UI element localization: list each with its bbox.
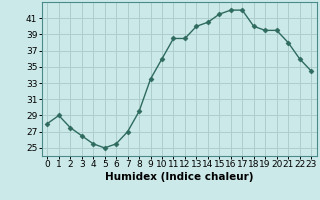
X-axis label: Humidex (Indice chaleur): Humidex (Indice chaleur) <box>105 172 253 182</box>
